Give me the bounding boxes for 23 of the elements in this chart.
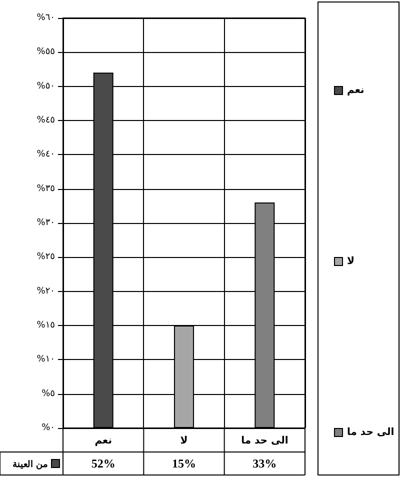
y-tick-label: %٥٠ (36, 81, 55, 92)
x-tick-label: لا (180, 436, 188, 446)
legend-label: من العينة (12, 458, 48, 468)
y-tick-label: %٣٥ (36, 184, 56, 194)
y-tick-label: %٣٠ (36, 218, 55, 228)
x-tick-label: الى حد ما (241, 436, 288, 446)
y-tick-label: %٢٠ (36, 286, 55, 296)
y-tick-label: %١٥ (36, 320, 56, 330)
category-label: لا (347, 256, 354, 266)
y-tick-label: %٢٥ (36, 252, 56, 262)
y-tick-label: %٦٠ (36, 13, 55, 23)
x-tick-label: نعم (94, 436, 112, 446)
y-tick-label: %٥٥ (36, 47, 56, 58)
y-tick-label: %٠ (42, 423, 55, 433)
data-label: 33% (252, 456, 277, 470)
category-label: نعم (347, 84, 364, 96)
y-tick-label: %٤٥ (36, 116, 56, 126)
category-label: الى حد ما (347, 426, 394, 438)
data-label: 52% (91, 456, 116, 470)
y-tick-label: %١٠ (36, 354, 55, 365)
data-label: 15% (172, 456, 196, 470)
y-tick-label: %٥ (42, 388, 56, 399)
y-tick-label: %٤٠ (36, 150, 55, 160)
